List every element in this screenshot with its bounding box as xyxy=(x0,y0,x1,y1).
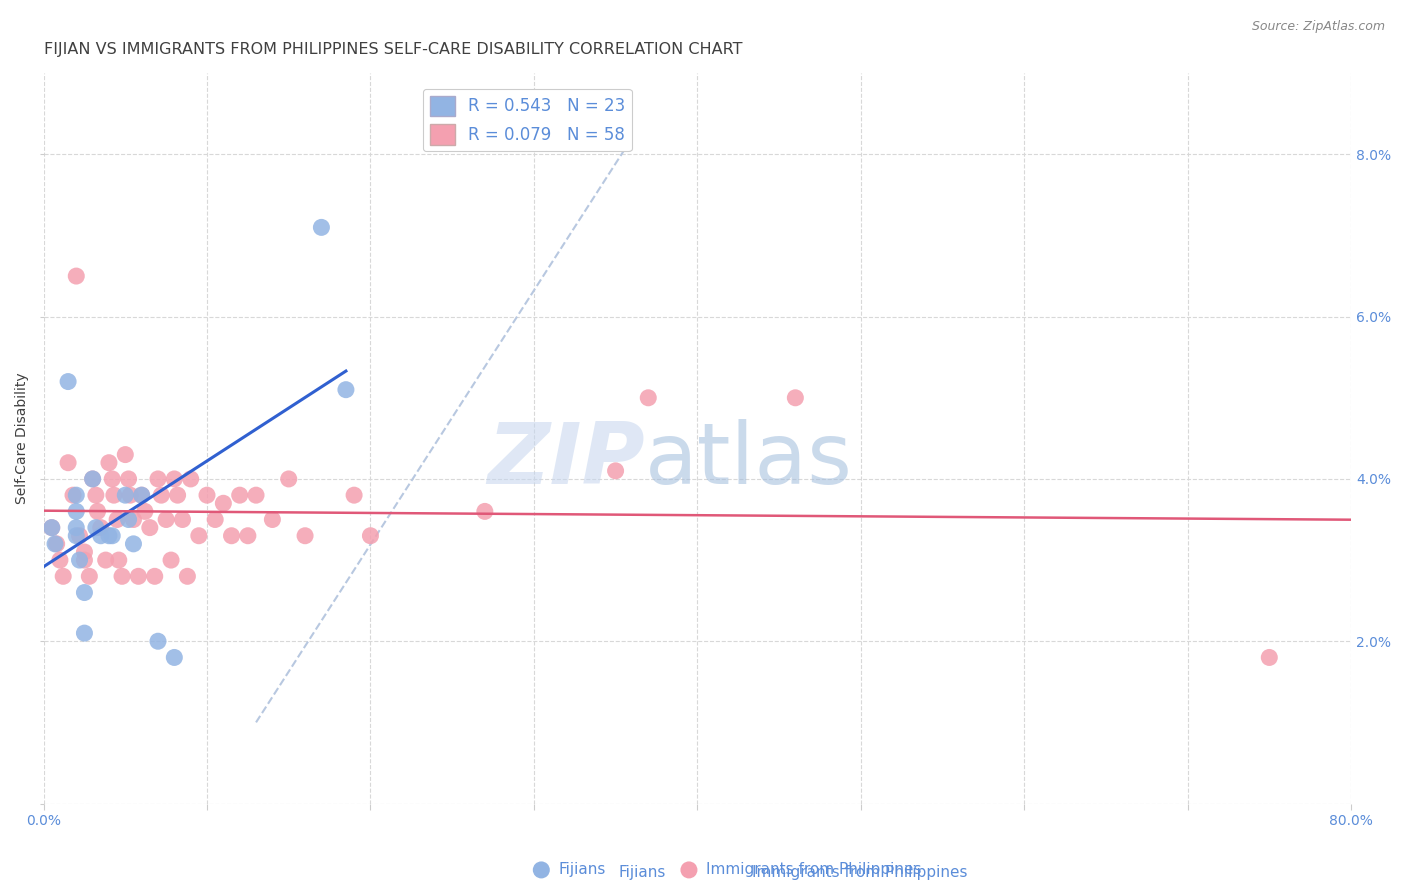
Point xyxy=(176,569,198,583)
Point xyxy=(84,488,107,502)
Point xyxy=(163,472,186,486)
Point xyxy=(73,626,96,640)
Text: ZIP: ZIP xyxy=(488,418,645,502)
Point xyxy=(69,529,91,543)
Point xyxy=(474,504,496,518)
Point xyxy=(56,375,79,389)
Text: Immigrants from Philippines: Immigrants from Philippines xyxy=(706,863,921,878)
Point xyxy=(65,488,87,502)
Point xyxy=(94,553,117,567)
Point xyxy=(150,488,173,502)
Text: Fijians: Fijians xyxy=(558,863,606,878)
Point xyxy=(62,488,84,502)
Point xyxy=(114,488,136,502)
Text: Fijians: Fijians xyxy=(619,865,666,880)
Point xyxy=(117,512,139,526)
Point xyxy=(120,488,142,502)
Point xyxy=(84,521,107,535)
Point xyxy=(155,512,177,526)
Point xyxy=(678,863,700,877)
Point xyxy=(127,569,149,583)
Point xyxy=(73,585,96,599)
Point xyxy=(101,529,124,543)
Point xyxy=(530,863,553,877)
Point xyxy=(1258,650,1281,665)
Point xyxy=(195,488,218,502)
Point xyxy=(65,504,87,518)
Point xyxy=(90,529,112,543)
Point xyxy=(111,569,134,583)
Point xyxy=(101,472,124,486)
Point xyxy=(52,569,75,583)
Legend: R = 0.543   N = 23, R = 0.079   N = 58: R = 0.543 N = 23, R = 0.079 N = 58 xyxy=(423,89,631,151)
Point xyxy=(245,488,267,502)
Point xyxy=(41,521,63,535)
Point xyxy=(228,488,250,502)
Point xyxy=(187,529,209,543)
Point xyxy=(131,488,153,502)
Point xyxy=(143,569,166,583)
Y-axis label: Self-Care Disability: Self-Care Disability xyxy=(15,373,30,504)
Point xyxy=(311,220,333,235)
Point xyxy=(45,537,67,551)
Point xyxy=(65,521,87,535)
Point xyxy=(160,553,183,567)
Point xyxy=(605,464,627,478)
Point xyxy=(221,529,243,543)
Point xyxy=(86,504,108,518)
Point xyxy=(97,529,120,543)
Text: Immigrants from Philippines: Immigrants from Philippines xyxy=(752,865,967,880)
Point xyxy=(277,472,299,486)
Point xyxy=(637,391,659,405)
Point xyxy=(49,553,72,567)
Point xyxy=(134,504,156,518)
Point xyxy=(122,537,145,551)
Text: Source: ZipAtlas.com: Source: ZipAtlas.com xyxy=(1251,20,1385,33)
Point xyxy=(82,472,104,486)
Point xyxy=(785,391,807,405)
Text: atlas: atlas xyxy=(645,418,853,502)
Point xyxy=(103,488,125,502)
Point xyxy=(69,553,91,567)
Point xyxy=(79,569,101,583)
Point xyxy=(172,512,194,526)
Point xyxy=(146,634,169,648)
Point xyxy=(139,521,162,535)
Point xyxy=(56,456,79,470)
Point xyxy=(107,553,129,567)
Point xyxy=(166,488,188,502)
Point xyxy=(65,268,87,283)
Point xyxy=(82,472,104,486)
Point xyxy=(204,512,226,526)
Point xyxy=(114,448,136,462)
Point xyxy=(294,529,316,543)
Point xyxy=(262,512,284,526)
Point xyxy=(117,472,139,486)
Point xyxy=(73,545,96,559)
Text: FIJIAN VS IMMIGRANTS FROM PHILIPPINES SELF-CARE DISABILITY CORRELATION CHART: FIJIAN VS IMMIGRANTS FROM PHILIPPINES SE… xyxy=(44,42,742,57)
Point xyxy=(343,488,366,502)
Point xyxy=(122,512,145,526)
Point xyxy=(146,472,169,486)
Point xyxy=(44,537,66,551)
Point xyxy=(105,512,128,526)
Point xyxy=(180,472,202,486)
Point xyxy=(335,383,357,397)
Point xyxy=(97,456,120,470)
Point xyxy=(131,488,153,502)
Point xyxy=(236,529,259,543)
Point xyxy=(90,521,112,535)
Point xyxy=(359,529,381,543)
Point xyxy=(73,553,96,567)
Point xyxy=(41,521,63,535)
Point xyxy=(163,650,186,665)
Point xyxy=(65,529,87,543)
Point xyxy=(212,496,235,510)
